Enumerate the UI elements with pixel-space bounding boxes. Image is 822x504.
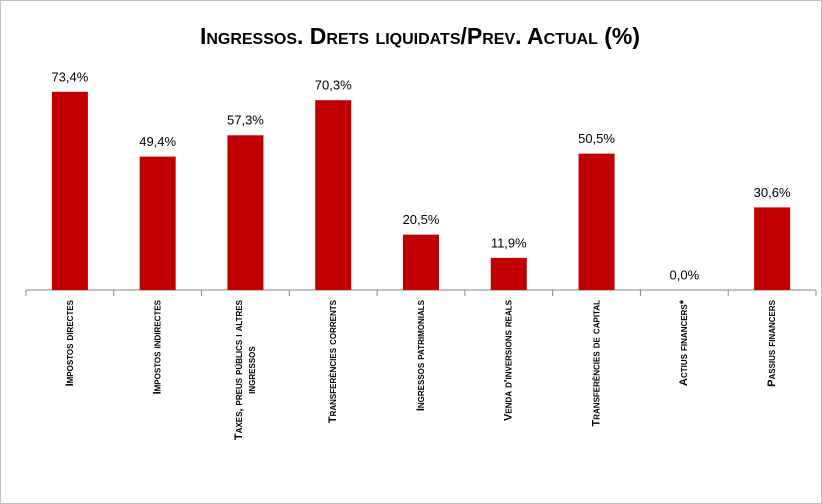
value-label: 57,3% [227, 113, 264, 128]
bar [490, 257, 527, 290]
chart-title: Ingressos. Drets liquidats/Prev. Actual … [200, 23, 640, 49]
bar [315, 100, 352, 290]
bar [227, 135, 264, 290]
value-label: 73,4% [51, 69, 88, 84]
x-tick-label: Ingressos patrimonials [415, 299, 427, 411]
x-tick-label: Transferències corrents [327, 299, 339, 423]
bar [754, 207, 791, 290]
bar [578, 153, 615, 290]
x-tick-label: Impostos indirectes [152, 299, 164, 394]
value-label: 70,3% [315, 78, 352, 93]
value-label: 49,4% [139, 134, 176, 149]
x-tick-label: Transferències de capital [590, 300, 602, 427]
bar [403, 234, 439, 290]
value-label: 11,9% [491, 235, 527, 250]
value-label: 30,6% [754, 185, 791, 200]
x-tick-label: Taxes, preus públics i altresingressos [233, 299, 258, 440]
value-label: 0,0% [670, 267, 700, 282]
bar [139, 156, 176, 290]
x-tick-label: Actius financers* [678, 299, 690, 386]
value-label: 50,5% [578, 131, 615, 146]
x-tick-label: Passius financers [766, 299, 778, 387]
bar [51, 91, 88, 290]
x-tick-label: Impostos directes [64, 299, 76, 386]
value-label: 20,5% [403, 212, 440, 227]
x-tick-label: Venda d'inversions reals [503, 299, 515, 421]
